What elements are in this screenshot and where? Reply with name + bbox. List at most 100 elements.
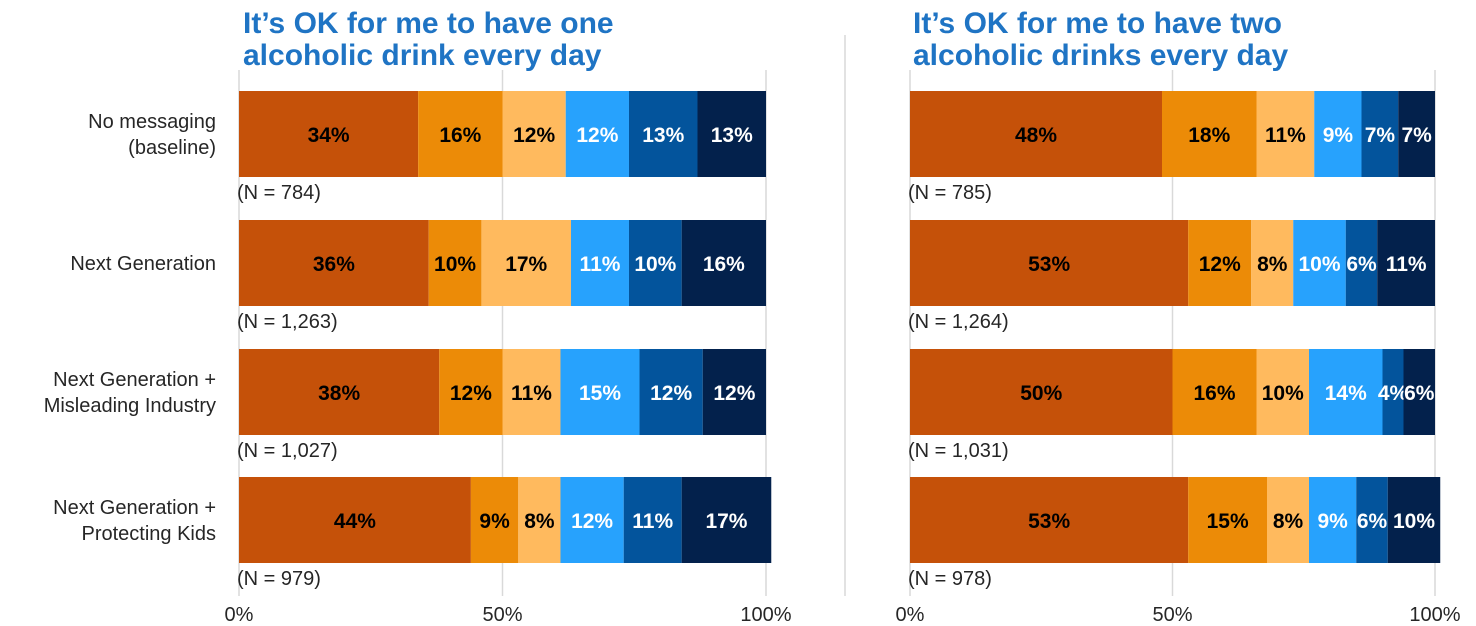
left-n-label: (N = 979) (237, 568, 321, 590)
right-bar-segment (1314, 91, 1362, 177)
category-label: Protecting Kids (81, 523, 216, 545)
right-panel-title: It’s OK for me to have two alcoholic dri… (913, 8, 1288, 72)
left-bar-segment (681, 477, 772, 563)
right-bar-segment (910, 220, 1189, 306)
left-bar-segment (518, 477, 561, 563)
left-x-tick-label: 0% (225, 604, 254, 626)
right-bar-segment (1188, 477, 1267, 563)
right-bar-segment (1377, 220, 1435, 306)
right-data-label: 53% (1028, 253, 1070, 276)
right-x-tick-label: 0% (896, 604, 925, 626)
left-data-label: 13% (711, 124, 753, 147)
left-data-label: 38% (318, 382, 360, 405)
right-n-label: (N = 1,264) (908, 311, 1009, 333)
right-data-label: 4% (1378, 382, 1409, 405)
category-label: Next Generation (70, 253, 216, 275)
left-data-label: 44% (334, 510, 376, 533)
right-n-label: (N = 1,031) (908, 440, 1009, 462)
left-data-label: 16% (703, 253, 745, 276)
left-data-label: 8% (524, 510, 555, 533)
right-data-label: 9% (1317, 510, 1348, 533)
left-data-label: 9% (479, 510, 510, 533)
category-label: (baseline) (128, 137, 216, 159)
left-bar-segment (623, 477, 682, 563)
left-title-line-2: alcoholic drink every day (243, 39, 602, 72)
left-data-label: 12% (713, 382, 755, 405)
left-data-label: 34% (308, 124, 350, 147)
right-data-label: 15% (1207, 510, 1249, 533)
right-data-label: 11% (1386, 253, 1427, 276)
right-data-label: 12% (1199, 253, 1241, 276)
left-bar-segment (418, 91, 503, 177)
right-bar-segment (1256, 91, 1315, 177)
left-bar-segment (560, 477, 624, 563)
left-data-label: 11% (580, 253, 621, 276)
right-x-tick-label: 50% (1152, 604, 1192, 626)
left-bar-segment (470, 477, 519, 563)
left-bar-segment (239, 477, 471, 563)
left-bar-segment (502, 349, 561, 435)
right-data-label: 6% (1357, 510, 1388, 533)
category-label: No messaging (88, 111, 216, 133)
left-data-label: 12% (571, 510, 613, 533)
right-data-label: 18% (1188, 124, 1230, 147)
right-bar-segment (910, 349, 1173, 435)
left-bar-segment (239, 91, 419, 177)
category-label: Next Generation + (53, 497, 216, 519)
left-bar-segment (681, 220, 766, 306)
right-data-label: 8% (1273, 510, 1304, 533)
left-bar-segment (639, 349, 703, 435)
right-n-label: (N = 785) (908, 182, 992, 204)
right-bar-segment (1309, 477, 1357, 563)
right-data-label: 14% (1325, 382, 1367, 405)
left-x-tick-label: 50% (482, 604, 522, 626)
right-bar-segment (910, 91, 1162, 177)
left-bar-segment (428, 220, 482, 306)
right-bar-segment (1267, 477, 1309, 563)
left-bar-segment (702, 349, 766, 435)
right-data-label: 7% (1401, 124, 1432, 147)
right-bar-segment (910, 477, 1189, 563)
left-data-label: 16% (439, 124, 481, 147)
right-data-label: 9% (1323, 124, 1354, 147)
category-label: Misleading Industry (44, 395, 216, 417)
left-data-label: 17% (505, 253, 547, 276)
right-title-line-1: It’s OK for me to have two (913, 7, 1282, 40)
right-bar-segment (1251, 220, 1294, 306)
right-x-tick-label: 100% (1409, 604, 1460, 626)
left-bar-segment (481, 220, 572, 306)
right-bar-segment (1162, 91, 1257, 177)
right-data-label: 48% (1015, 124, 1057, 147)
right-data-label: 11% (1265, 124, 1306, 147)
left-bar-segment (239, 220, 429, 306)
left-data-label: 10% (634, 253, 676, 276)
left-bar-segment (628, 91, 698, 177)
left-x-tick-label: 100% (740, 604, 791, 626)
left-data-label: 12% (650, 382, 692, 405)
right-data-label: 6% (1346, 253, 1377, 276)
left-n-label: (N = 1,027) (237, 440, 338, 462)
left-bar-segment (560, 349, 640, 435)
left-bar-segment (697, 91, 766, 177)
right-data-label: 6% (1404, 382, 1435, 405)
left-panel-title: It’s OK for me to have one alcoholic dri… (243, 8, 614, 72)
category-label: Next Generation + (53, 369, 216, 391)
right-data-label: 7% (1365, 124, 1396, 147)
left-n-label: (N = 784) (237, 182, 321, 204)
right-data-label: 10% (1393, 510, 1435, 533)
right-bar-segment (1172, 349, 1257, 435)
left-bar-segment (439, 349, 503, 435)
right-title-line-2: alcoholic drinks every day (913, 39, 1289, 72)
left-bar-segment (628, 220, 682, 306)
left-data-label: 10% (434, 253, 476, 276)
left-bar-segment (565, 91, 629, 177)
right-bar-segment (1382, 349, 1404, 435)
left-data-label: 17% (705, 510, 747, 533)
right-bar-segment (1293, 220, 1346, 306)
right-data-label: 10% (1262, 382, 1304, 405)
right-bar-segment (1345, 220, 1378, 306)
right-data-label: 10% (1298, 253, 1340, 276)
left-data-label: 12% (450, 382, 492, 405)
